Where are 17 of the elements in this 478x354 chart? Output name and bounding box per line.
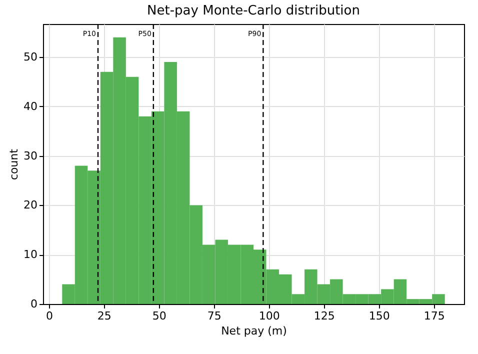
x-tick-label: 125 [314,310,335,322]
y-tick-label: 0 [30,298,38,310]
x-tick-label: 50 [152,310,166,322]
y-tick-label: 30 [24,149,38,162]
x-tick-label: 175 [424,310,445,322]
x-tick-label: 150 [368,310,390,322]
x-tick-label: 75 [207,310,222,322]
y-tick-label: 10 [24,248,38,262]
x-tick-label: 25 [97,310,112,322]
y-tick-label: 50 [24,50,38,64]
chart-title: Net-pay Monte-Carlo distribution [147,3,360,18]
y-tick-label: 40 [24,100,38,113]
x-axis-title: Net pay (m) [221,324,287,338]
y-tick-label: 20 [24,198,38,212]
x-tick-label: 100 [258,310,280,322]
x-tick-label: 0 [46,310,53,322]
y-axis-title: count [8,148,21,180]
